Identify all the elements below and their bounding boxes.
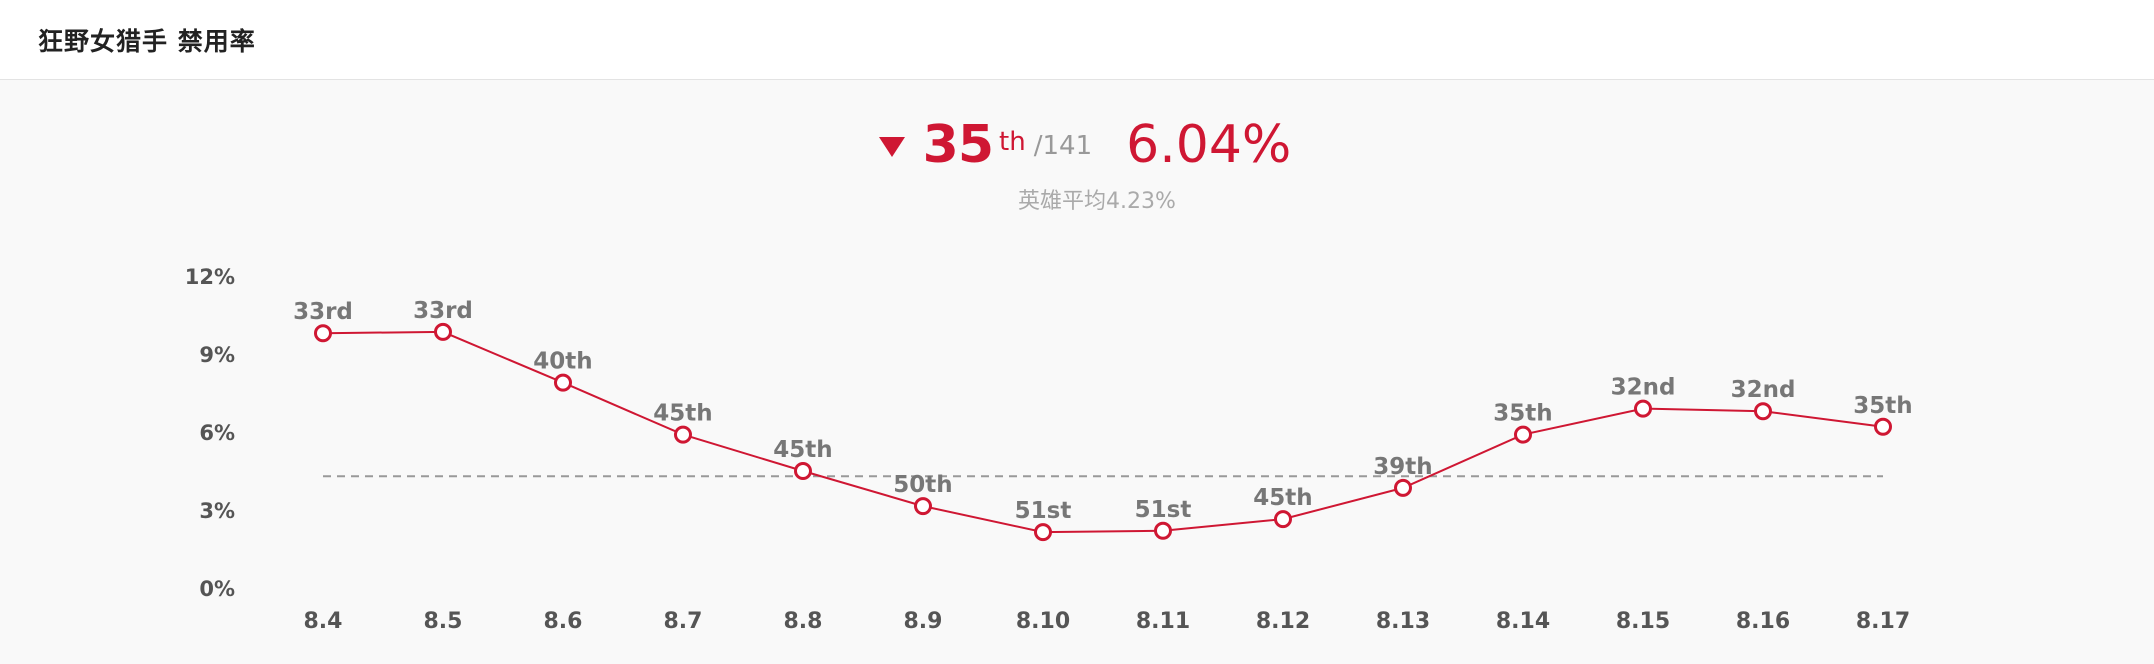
- x-tick-label: 8.15: [1616, 609, 1670, 634]
- data-label: 45th: [653, 401, 712, 427]
- data-point: [1274, 510, 1292, 529]
- x-tick-label: 8.11: [1136, 609, 1190, 634]
- rank-suffix: th: [999, 127, 1026, 157]
- page-header: 狂野女猎手 禁用率: [0, 0, 2154, 80]
- rank-summary-inner: 35 th /141 6.04%: [878, 115, 1292, 175]
- rank-total: /141: [1033, 131, 1093, 161]
- y-tick-label: 0%: [199, 577, 235, 601]
- x-tick-label: 8.16: [1736, 609, 1790, 634]
- data-label: 40th: [533, 349, 592, 375]
- rank-number: 35: [922, 115, 994, 175]
- data-label: 35th: [1493, 401, 1552, 427]
- data-label: 35th: [1853, 393, 1912, 419]
- data-label: 51st: [1015, 498, 1072, 524]
- x-tick-label: 8.5: [424, 609, 463, 634]
- x-tick-label: 8.9: [904, 609, 943, 634]
- data-label: 50th: [893, 472, 952, 498]
- data-label: 39th: [1373, 454, 1432, 480]
- x-tick-label: 8.12: [1256, 609, 1310, 634]
- data-label: 32nd: [1731, 377, 1796, 403]
- data-point: [914, 497, 932, 516]
- data-point: [1034, 523, 1052, 542]
- x-tick-label: 8.6: [544, 609, 583, 634]
- x-tick-label: 8.13: [1376, 609, 1430, 634]
- data-label: 33rd: [413, 298, 473, 324]
- x-tick-label: 8.8: [784, 609, 823, 634]
- data-point: [1514, 425, 1532, 444]
- data-label: 32nd: [1611, 375, 1676, 401]
- hero-average-text: 英雄平均4.23%: [1018, 189, 1176, 214]
- data-point: [1754, 402, 1772, 421]
- data-point: [1634, 399, 1652, 418]
- x-tick-label: 8.4: [304, 609, 343, 634]
- ban-rate-value: 6.04%: [1126, 115, 1292, 175]
- hero-average: 英雄平均4.23%: [0, 183, 2154, 215]
- series-line: [322, 330, 1884, 534]
- data-point: [674, 425, 692, 444]
- data-point: [1874, 417, 1892, 436]
- x-tick-label: 8.10: [1016, 609, 1070, 634]
- data-point: [554, 373, 572, 392]
- y-tick-label: 6%: [199, 421, 235, 445]
- x-tick-label: 8.17: [1856, 609, 1910, 634]
- data-label: 33rd: [293, 299, 353, 325]
- y-tick-label: 12%: [185, 265, 235, 289]
- data-label: 45th: [1253, 485, 1312, 511]
- y-tick-label: 9%: [199, 343, 235, 367]
- rank-summary: 35 th /141 6.04%: [0, 110, 2154, 180]
- data-point: [1154, 521, 1172, 540]
- trend-down-icon: [878, 137, 905, 157]
- x-tick-label: 8.14: [1496, 609, 1550, 634]
- data-point: [1394, 478, 1412, 497]
- y-tick-label: 3%: [199, 499, 235, 523]
- data-point: [434, 322, 452, 341]
- data-label: 45th: [773, 437, 832, 463]
- data-label: 51st: [1135, 497, 1192, 523]
- page-title: 狂野女猎手 禁用率: [38, 26, 256, 56]
- x-tick-label: 8.7: [664, 609, 703, 634]
- data-point: [314, 324, 332, 343]
- data-point: [794, 462, 812, 480]
